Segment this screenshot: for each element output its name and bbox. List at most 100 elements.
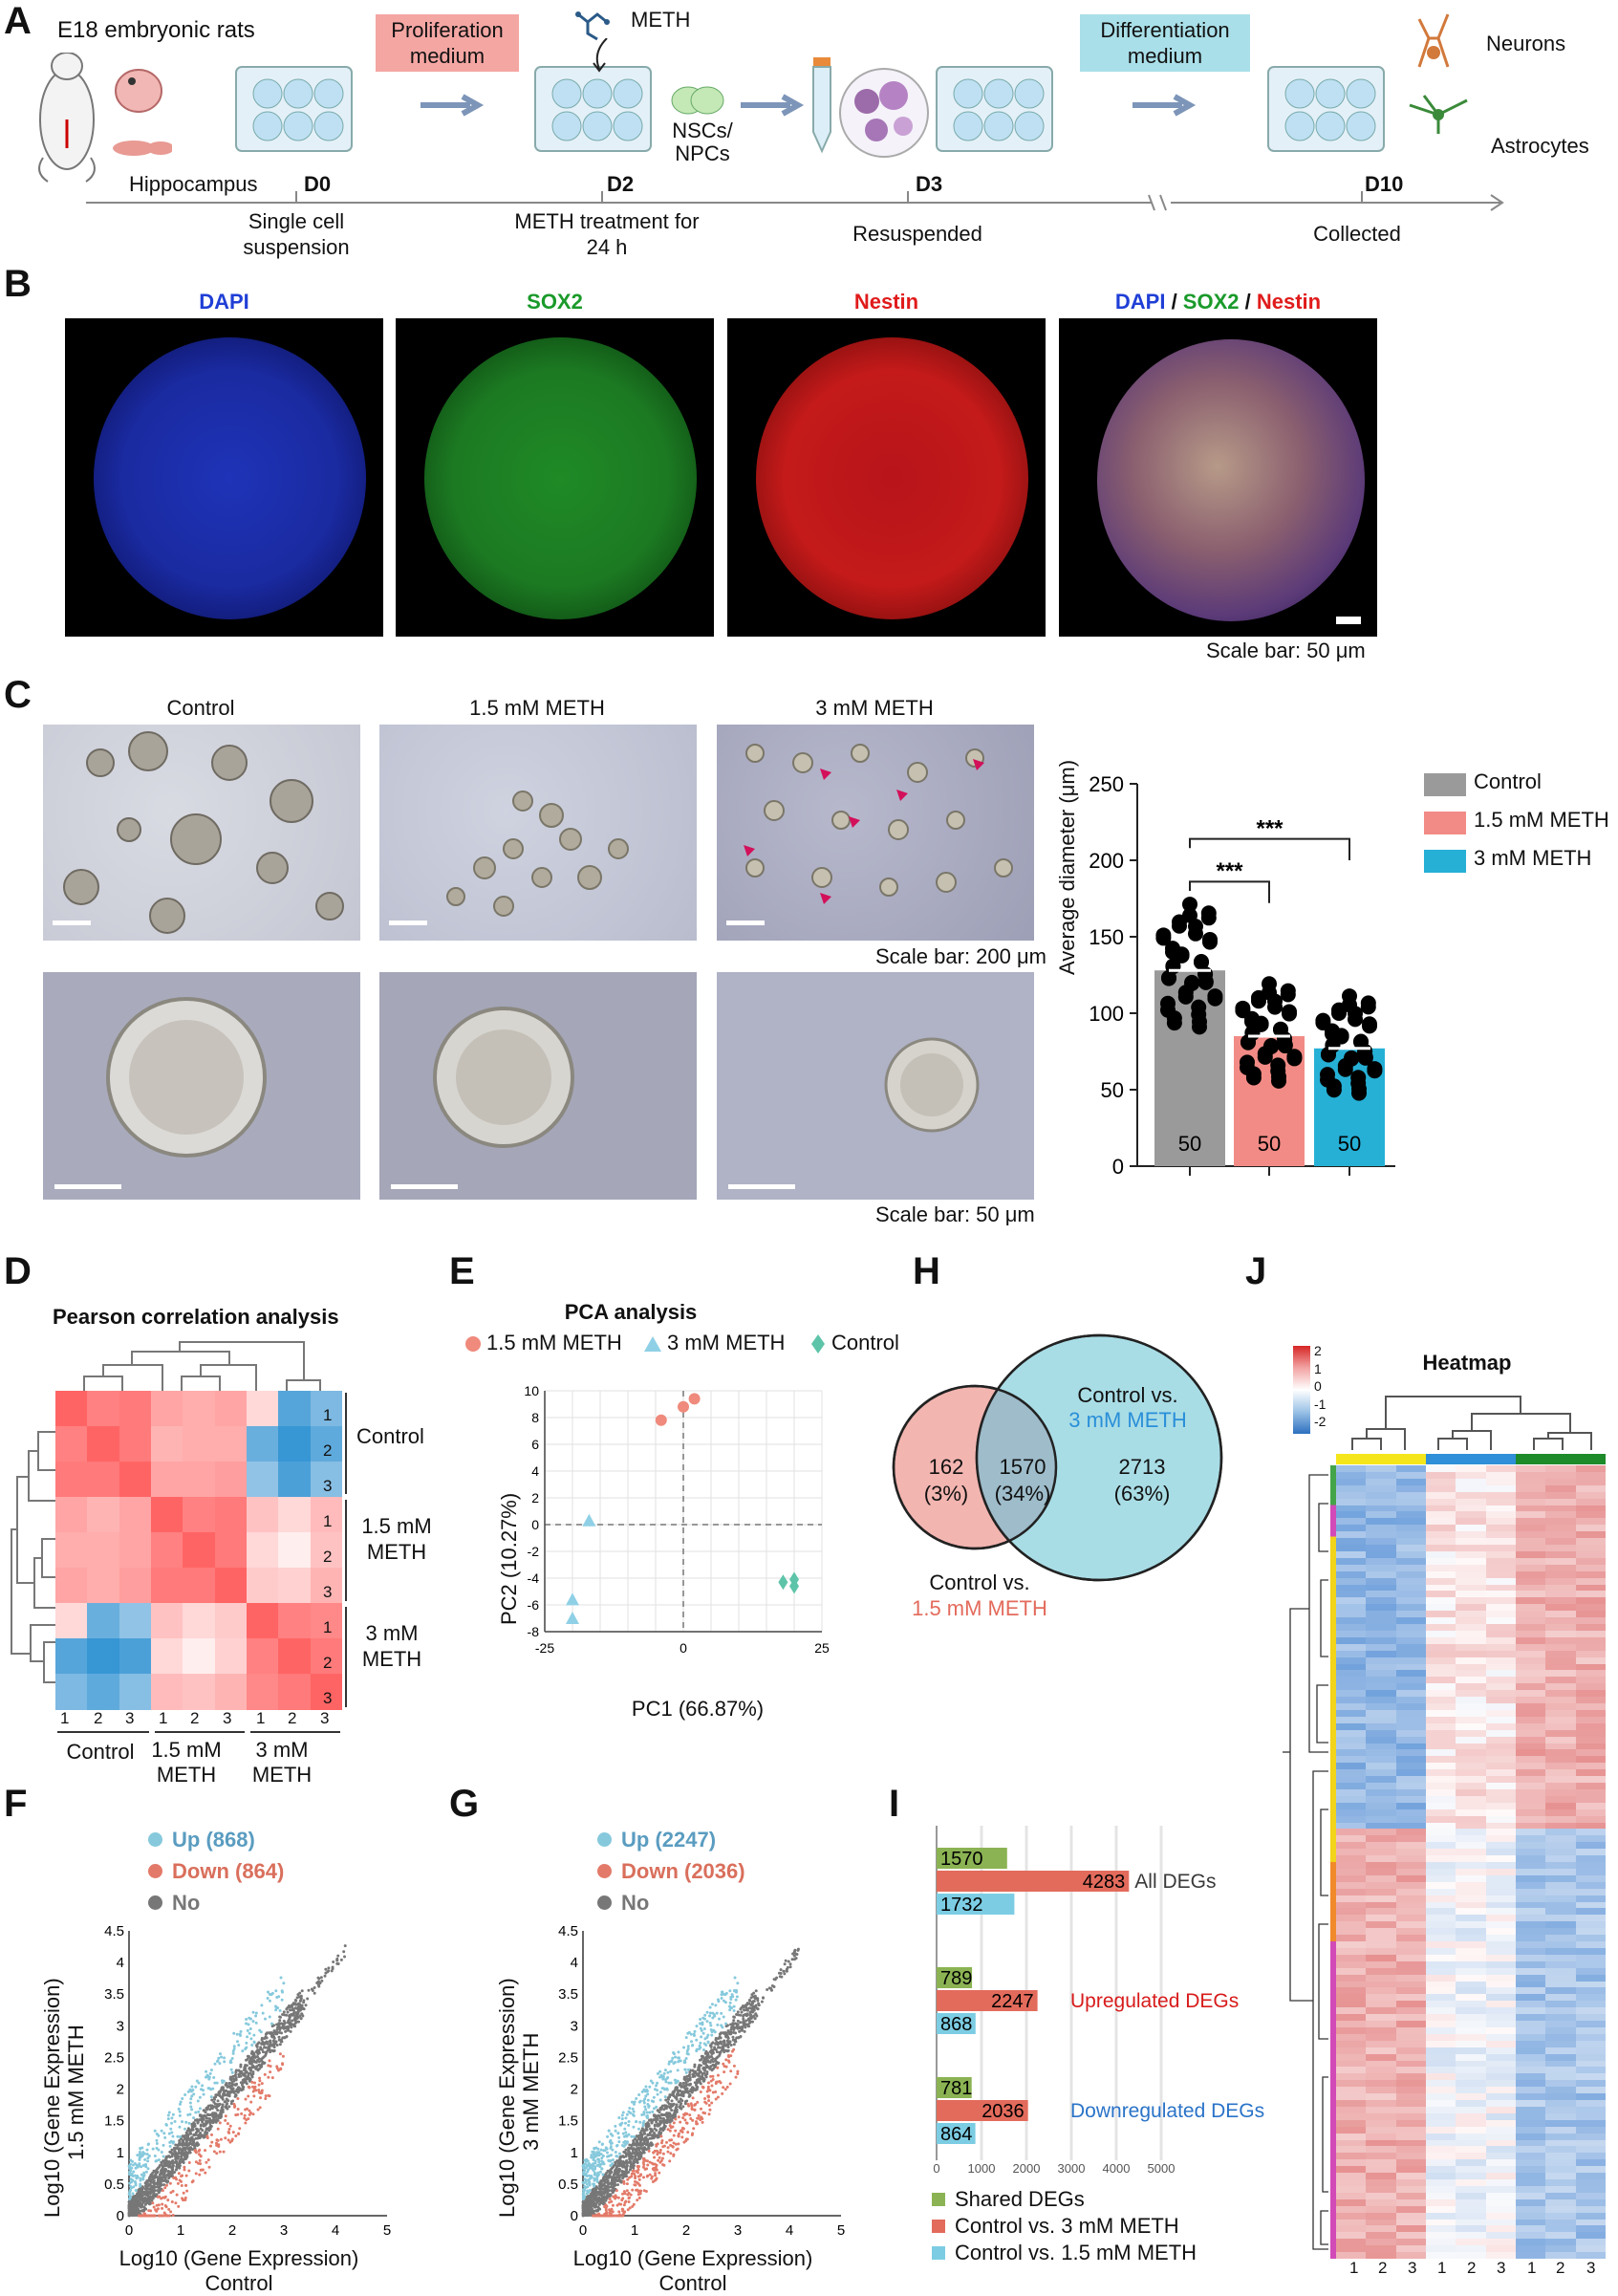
gene-point <box>267 1997 270 2000</box>
gene-point <box>593 2198 596 2200</box>
source-label: E18 embryonic rats <box>57 17 255 44</box>
gene-point <box>225 2114 227 2117</box>
gene-point <box>248 2017 250 2020</box>
gene-point <box>185 2132 188 2134</box>
gene-point <box>254 2015 257 2018</box>
meth-molecule-icon <box>573 5 621 43</box>
gene-point <box>232 2087 235 2090</box>
gene-point <box>624 2170 627 2173</box>
gene-point <box>342 1950 345 1953</box>
gene-point <box>585 2166 588 2169</box>
gene-point <box>185 2175 188 2177</box>
legend-dot-icon <box>597 1864 612 1878</box>
y-tick-label: 4 <box>571 1955 578 1971</box>
bar-value-label: 1570 <box>940 1849 983 1870</box>
heatmap-cell <box>119 1532 152 1569</box>
gene-point <box>240 2075 243 2078</box>
gene-point <box>140 2198 142 2200</box>
gene-point <box>205 2111 207 2113</box>
gene-point <box>232 2049 235 2052</box>
gene-point <box>734 2022 737 2025</box>
gene-point <box>642 2131 645 2134</box>
gene-point <box>143 2158 146 2161</box>
gene-point <box>142 2164 145 2167</box>
gene-point <box>728 2040 731 2043</box>
gene-point <box>273 2049 276 2052</box>
gene-point <box>300 2017 303 2020</box>
row-number: 2 <box>323 1645 332 1680</box>
gene-point <box>131 2202 134 2205</box>
gene-point <box>178 2155 181 2158</box>
gene-point <box>219 2112 222 2114</box>
gene-point <box>676 2103 679 2106</box>
gene-point <box>244 2064 247 2067</box>
gene-point <box>657 2072 659 2075</box>
gene-point <box>142 2172 145 2175</box>
gene-point <box>700 2023 702 2025</box>
gene-point <box>257 2064 260 2067</box>
gene-point <box>137 2193 140 2196</box>
gene-point <box>594 2159 597 2162</box>
pca-title: PCA analysis <box>535 1300 726 1325</box>
y-tick-label: 1 <box>571 2145 578 2161</box>
gene-point <box>624 2149 627 2152</box>
gene-point <box>180 2175 183 2177</box>
gene-point <box>647 2106 650 2109</box>
heatmap-cell <box>215 1674 248 1710</box>
gene-point <box>153 2190 156 2193</box>
gene-point <box>662 2087 665 2090</box>
heatmap-colorbar <box>1293 1346 1310 1434</box>
gene-point <box>183 2192 185 2195</box>
gene-point <box>668 2061 671 2064</box>
merge-title: DAPI / SOX2 / Nestin <box>1059 290 1377 314</box>
data-point <box>1182 897 1197 912</box>
y-tick-label: -8 <box>528 1624 540 1639</box>
y-tick-label: 4.5 <box>558 1923 578 1939</box>
gene-point <box>725 2034 728 2037</box>
gene-point <box>199 2155 202 2157</box>
gene-point <box>646 2103 649 2106</box>
gene-point <box>129 2174 132 2177</box>
data-point <box>1262 976 1277 991</box>
gene-point <box>669 2070 672 2073</box>
gene-point <box>240 2030 243 2033</box>
x-tick-label: 1 <box>177 2222 184 2239</box>
gene-point <box>612 2187 615 2190</box>
gene-point <box>282 2055 285 2058</box>
gene-point <box>660 2107 663 2110</box>
gene-point <box>208 2118 211 2121</box>
gene-point <box>735 1999 738 2002</box>
gene-point <box>677 2080 680 2083</box>
day-label: D10 <box>1365 172 1403 197</box>
x-tick-label: 4000 <box>1103 2161 1131 2175</box>
gene-point <box>667 2128 670 2131</box>
gene-point <box>591 2163 593 2166</box>
gene-point <box>678 2060 680 2063</box>
gene-point <box>683 2061 686 2064</box>
gene-point <box>716 2041 719 2044</box>
gene-point <box>636 2199 638 2201</box>
gene-point <box>652 2152 655 2155</box>
gene-point <box>146 2191 149 2194</box>
gene-point <box>743 2005 745 2008</box>
colorbar-tick: -1 <box>1314 1396 1326 1414</box>
bar-value-label: 864 <box>940 2124 972 2145</box>
colorbar-tick: 1 <box>1314 1360 1326 1378</box>
gene-point <box>674 2079 677 2082</box>
gene-point <box>230 2084 233 2087</box>
gene-point <box>608 2130 611 2133</box>
gene-point <box>631 2101 634 2104</box>
gene-point <box>139 2151 141 2154</box>
gene-point <box>249 2027 252 2030</box>
y-tick-label: 0.5 <box>104 2177 124 2193</box>
data-point <box>1286 1049 1302 1064</box>
venn-right-label: Control vs. <box>1046 1383 1209 1408</box>
gene-point <box>156 2142 159 2145</box>
y-tick-label: 0 <box>1112 1155 1124 1179</box>
gene-point <box>157 2207 160 2210</box>
legend-dot-icon <box>597 1832 612 1847</box>
gene-point <box>305 2004 308 2006</box>
gene-point <box>732 2015 735 2018</box>
neurons-label: Neurons <box>1486 32 1565 56</box>
